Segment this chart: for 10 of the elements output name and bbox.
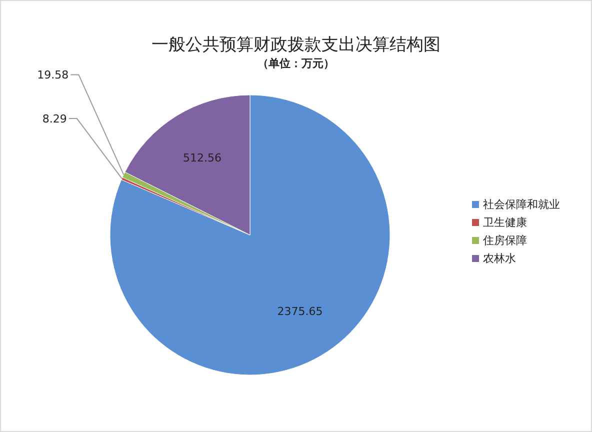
data-label: 19.58 — [37, 68, 69, 82]
chart-subtitle: （单位：万元） — [258, 57, 334, 70]
legend-label: 卫生健康 — [483, 216, 527, 229]
data-label: 8.29 — [42, 112, 67, 126]
chart-title: 一般公共预算财政拨款支出决算结构图 — [152, 35, 440, 55]
legend-label: 农林水 — [483, 252, 516, 265]
legend-label: 社会保障和就业 — [483, 198, 560, 211]
legend-label: 住房保障 — [483, 234, 527, 247]
data-label: 512.56 — [183, 152, 222, 165]
data-label: 2375.65 — [277, 305, 323, 318]
